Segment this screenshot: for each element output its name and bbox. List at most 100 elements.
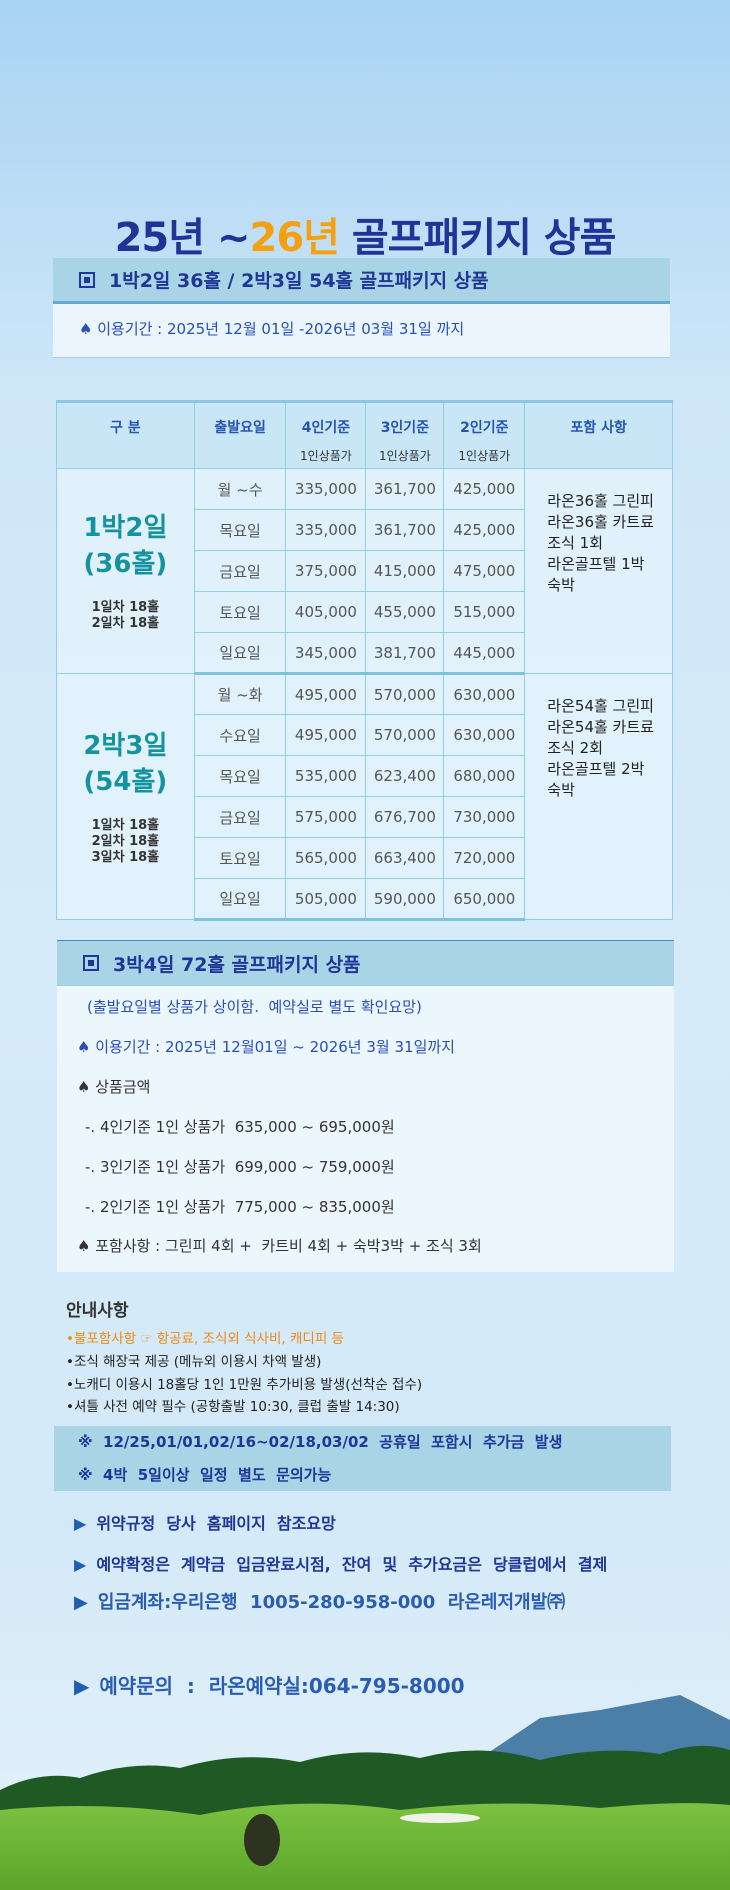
guide-item: •불포함사항 ☞ 항공료, 조식외 식사비, 캐디피 등 [66, 1331, 344, 1347]
price-cell: 590,000 [365, 878, 445, 921]
section1-header: 1박2일 36홀 / 2박3일 54홀 골프패키지 상품 [53, 258, 670, 304]
price-cell: 570,000 [365, 714, 445, 756]
section1-period-box: ♠ 이용기간 : 2025년 12월 01일 -2026년 03월 31일 까지 [53, 304, 670, 358]
triangle-right-icon: ▶ [74, 1592, 88, 1613]
guide-item: •조식 해장국 제공 (메뉴외 이용시 차액 발생) [66, 1354, 322, 1370]
square-bullet-icon [79, 271, 95, 288]
section2-header: 3박4일 72홀 골프패키지 상품 [57, 940, 674, 986]
price-4p: -. 4인기준 1인 상품가 635,000 ~ 695,000원 [85, 1118, 395, 1136]
triangle-right-icon: ▶ [74, 1555, 87, 1574]
departure-day: 토요일 [193, 591, 287, 633]
price-cell: 730,000 [443, 796, 526, 838]
spade-icon: ♠ [77, 1038, 96, 1056]
section2-box: (출발요일별 상품가 상이함. 예약실로 별도 확인요망) ♠ 이용기간 : 2… [57, 986, 674, 1272]
column-header-label: 2인기준 [460, 420, 509, 436]
column-header-label: 4인기준 [301, 420, 351, 436]
package-group-cell: 2박3일 (54홀) 1일차 18홀 2일차 18홀 3일차 18홀 [56, 673, 195, 920]
column-header-sub: 1인상품가 [378, 449, 431, 463]
period-line: ♠ 이용기간 : 2025년 12월 01일 -2026년 03월 31일 까지 [79, 318, 464, 339]
includes-cell: 라온36홀 그린피 라온36홀 카트료 조식 1회 라온골프텔 1박 숙박 [524, 468, 673, 674]
round-detail: 2일차 18홀 [91, 833, 160, 849]
price-cell: 535,000 [285, 755, 367, 797]
include-item: 숙박 [547, 576, 575, 594]
golf-course-landscape [0, 1695, 730, 1890]
price-cell: 445,000 [443, 632, 526, 675]
price-cell: 575,000 [285, 796, 367, 838]
section2-period-text: 이용기간 : 2025년 12월01일 ~ 2026년 3월 31일까지 [95, 1038, 455, 1056]
include-item: 라온54홀 카트료 [547, 718, 654, 736]
column-header: 4인기준 1인상품가 [285, 401, 367, 469]
price-cell: 415,000 [365, 550, 445, 592]
departure-day: 토요일 [193, 837, 287, 879]
column-header-sub: 1인상품가 [458, 449, 511, 463]
price-cell: 335,000 [285, 468, 367, 510]
price-cell: 495,000 [285, 673, 367, 715]
column-header: 포함 사항 [524, 401, 673, 469]
table-row: 목요일 535,000 623,400 680,000 [57, 755, 673, 797]
departure-day: 금요일 [193, 796, 287, 838]
triangle-right-icon: ▶ [74, 1514, 87, 1533]
column-header: 출발요일 [193, 401, 287, 469]
departure-day: 월 ~화 [193, 673, 287, 715]
page-title: 25년 ~26년 골프패키지 상품 [0, 205, 730, 263]
section2-note: (출발요일별 상품가 상이함. 예약실로 별도 확인요망) [87, 998, 422, 1016]
include-item: 숙박 [547, 781, 575, 799]
info-line: ▶ 위약규정 당사 홈페이지 참조요망 [74, 1510, 336, 1534]
price-cell: 676,700 [365, 796, 445, 838]
departure-day: 금요일 [193, 550, 287, 592]
guide-item: •노캐디 이용시 18홀당 1인 1만원 추가비용 발생(선착순 접수) [66, 1377, 423, 1393]
departure-day: 목요일 [193, 755, 287, 797]
column-header-label: 출발요일 [214, 420, 266, 436]
price-cell: 663,400 [365, 837, 445, 879]
departure-day: 목요일 [193, 509, 287, 551]
title-highlight: 26년 [249, 215, 339, 261]
departure-day: 수요일 [193, 714, 287, 756]
price-cell: 361,700 [365, 509, 445, 551]
table-row: 토요일 565,000 663,400 720,000 [57, 837, 673, 879]
title-part3: 골프패키지 상품 [338, 215, 617, 261]
round-detail: 1일차 18홀 [91, 600, 160, 615]
price-cell: 425,000 [443, 509, 526, 551]
includes-text: 포함사항 : 그린피 4회 + 카트비 4회 + 숙박3박 + 조식 3회 [95, 1237, 482, 1255]
info-text: 위약규정 당사 홈페이지 참조요망 [96, 1514, 336, 1533]
include-item: 조식 1회 [547, 534, 604, 552]
table-row: 2박3일 (54홀) 1일차 18홀 2일차 18홀 3일차 18홀 월 ~화 495,00… [56, 673, 673, 920]
price-cell: 565,000 [285, 837, 367, 879]
table-row: 일요일 505,000 590,000 650,000 [57, 878, 673, 921]
notice-band [54, 1426, 671, 1491]
package-holes: (54홀) [83, 766, 168, 797]
reservation-text: 예약문의 : 라온예약실:064-795-8000 [99, 1674, 465, 1698]
include-item: 조식 2회 [547, 739, 604, 757]
price-cell: 425,000 [443, 468, 526, 510]
include-item: 라온54홀 그린피 [547, 697, 654, 715]
package-detail: 1일차 18홀 2일차 18홀 [57, 600, 194, 632]
price-cell: 345,000 [285, 632, 367, 675]
price-cell: 570,000 [365, 673, 445, 715]
includes-cell: 라온54홀 그린피 라온54홀 카트료 조식 2회 라온골프텔 2박 숙박 [524, 673, 673, 920]
price-cell: 495,000 [285, 714, 367, 756]
reservation-contact: ▶ 예약문의 : 라온예약실:064-795-8000 [74, 1670, 465, 1699]
price-cell: 475,000 [443, 550, 526, 592]
package-group-cell: 1박2일 (36홀) 1일차 18홀 2일차 18홀 [56, 468, 195, 674]
bank-account-text: 입금계좌:우리은행 1005-280-958-000 라온레저개발㈜ [97, 1592, 566, 1613]
include-item: 라온36홀 카트료 [547, 513, 654, 531]
table-row: 토요일 405,000 455,000 515,000 [57, 591, 673, 633]
spade-icon: ♠ [77, 1237, 96, 1255]
package-name: 2박3일 [83, 730, 168, 761]
table-row: 금요일 375,000 415,000 475,000 [57, 550, 673, 592]
price-2p: -. 2인기준 1인 상품가 775,000 ~ 835,000원 [85, 1198, 395, 1216]
long-stay-note: ※ 4박 5일이상 일정 별도 문의가능 [78, 1466, 332, 1484]
section2-heading: 3박4일 72홀 골프패키지 상품 [113, 953, 361, 976]
table-row: 금요일 575,000 676,700 730,000 [57, 796, 673, 838]
round-detail: 3일차 18홀 [91, 849, 160, 865]
price-cell: 335,000 [285, 509, 367, 551]
departure-day: 일요일 [193, 632, 287, 675]
round-detail: 1일차 18홀 [91, 817, 160, 833]
price-cell: 515,000 [443, 591, 526, 633]
package-holes: (36홀) [83, 549, 168, 579]
include-item: 라온36홀 그린피 [547, 492, 654, 510]
info-text: 예약확정은 계약금 입금완료시점, 잔여 및 추가요금은 당클럽에서 결제 [96, 1555, 608, 1574]
price-cell: 405,000 [285, 591, 367, 633]
price-cell: 720,000 [443, 837, 526, 879]
table-row: 1박2일 (36홀) 1일차 18홀 2일차 18홀 월 ~수 335,000 361,70… [56, 468, 673, 674]
